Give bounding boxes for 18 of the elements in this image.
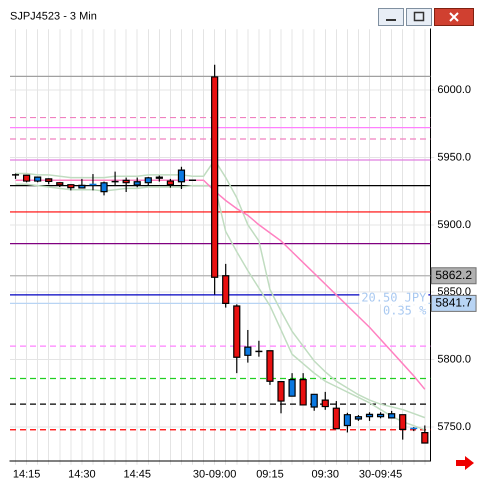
annotation: 20.50 JPY [361, 290, 428, 305]
annotation: 0.35 % [382, 304, 428, 318]
x-tick-label: 14:15 [12, 468, 40, 480]
x-tick-label: 30-09:45 [358, 468, 402, 480]
x-tick-label: 14:30 [68, 468, 96, 480]
ref-line-label: 5841.7 [435, 296, 472, 310]
y-tick-label: 5800.0 [437, 354, 472, 366]
ref-line-label: 5862.2 [435, 268, 472, 282]
x-tick-label: 09:30 [312, 468, 340, 480]
x-tick-label: 30-09:00 [192, 468, 236, 480]
y-tick-label: 5750.0 [437, 421, 472, 434]
x-tick-label: 09:15 [256, 468, 284, 480]
y-tick-label: 5900.0 [437, 218, 472, 231]
x-tick-label: 14:45 [123, 468, 151, 480]
y-tick-label: 6000.0 [437, 84, 472, 96]
y-tick-label: 5950.0 [437, 151, 472, 164]
chart-title: SJPJ4523 - 3 Min [10, 10, 97, 23]
y-tick-label: 5850.0 [437, 286, 472, 298]
